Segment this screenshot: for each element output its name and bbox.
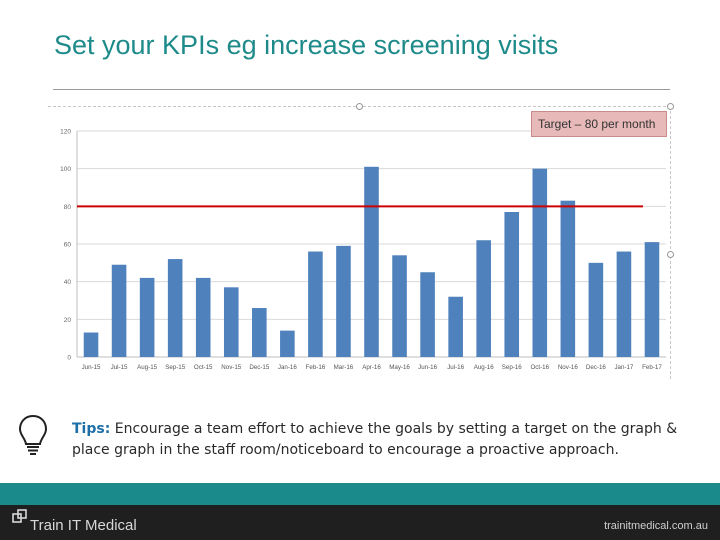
x-tick-label: Mar-16 [334, 364, 354, 371]
bar-sep-15 [167, 259, 183, 357]
bar-jul-16 [448, 296, 463, 357]
resize-handle-top-right[interactable] [667, 103, 674, 110]
x-tick-label: Jan-17 [614, 364, 633, 371]
bar-nov-16 [560, 200, 576, 357]
resize-handle-top[interactable] [356, 103, 363, 110]
bar-apr-16 [364, 166, 379, 357]
bar-jun-15 [83, 332, 99, 357]
x-tick-label: Dec-16 [586, 364, 607, 371]
y-tick-label: 100 [60, 166, 71, 173]
brand-logo-icon [12, 509, 27, 523]
x-tick-label: Dec-15 [249, 364, 270, 371]
bar-dec-16 [588, 262, 604, 357]
bar-jan-16 [280, 330, 295, 357]
y-tick-label: 20 [64, 317, 72, 324]
x-tick-label: Sep-16 [502, 364, 523, 371]
bar-jul-15 [111, 264, 127, 357]
footer-accent-bar [0, 483, 720, 505]
x-tick-label: Jan-16 [278, 364, 297, 371]
bar-sep-16 [504, 211, 520, 357]
y-tick-label: 80 [64, 204, 72, 211]
x-tick-label: Nov-15 [221, 364, 242, 371]
bar-nov-15 [223, 287, 239, 357]
bar-oct-16 [532, 168, 548, 357]
tips-label: Tips: [72, 421, 111, 437]
website-url: trainitmedical.com.au [604, 520, 708, 532]
brand-name: Train IT Medical [30, 517, 137, 534]
x-tick-label: Jul-16 [447, 364, 464, 371]
x-tick-label: Aug-16 [474, 364, 495, 371]
x-tick-label: Nov-16 [558, 364, 579, 371]
x-tick-label: Apr-16 [362, 364, 381, 371]
tips-text: Encourage a team effort to achieve the g… [72, 421, 678, 458]
bar-feb-16 [308, 251, 323, 357]
x-tick-label: Jul-15 [111, 364, 128, 371]
bar-aug-16 [476, 240, 491, 357]
x-tick-label: Feb-17 [642, 364, 662, 371]
x-tick-label: Aug-15 [137, 364, 158, 371]
y-tick-label: 0 [67, 355, 71, 362]
x-tick-label: Oct-15 [194, 364, 213, 371]
lightbulb-icon [18, 414, 48, 455]
bar-jan-17 [616, 251, 632, 357]
bar-may-16 [392, 255, 407, 357]
footer-bar [0, 505, 720, 540]
bar-aug-15 [139, 277, 155, 357]
y-tick-label: 120 [60, 129, 71, 136]
resize-handle-right[interactable] [667, 251, 674, 258]
page-title: Set your KPIs eg increase screening visi… [54, 30, 559, 60]
y-tick-label: 60 [64, 242, 72, 249]
bar-mar-16 [336, 245, 351, 357]
x-tick-label: Jun-15 [82, 364, 101, 371]
title-divider [53, 89, 670, 90]
bar-jun-16 [420, 272, 435, 357]
x-tick-label: Sep-15 [165, 364, 186, 371]
tips-paragraph: Tips: Encourage a team effort to achieve… [72, 419, 682, 461]
y-tick-label: 40 [64, 279, 72, 286]
x-tick-label: Feb-16 [306, 364, 326, 371]
bar-dec-15 [252, 308, 267, 357]
x-tick-label: Jun-16 [418, 364, 437, 371]
bar-oct-15 [195, 277, 211, 357]
bar-feb-17 [644, 242, 660, 357]
x-tick-label: Oct-16 [530, 364, 549, 371]
x-tick-label: May-16 [389, 364, 410, 371]
target-label: Target – 80 per month [531, 111, 667, 137]
